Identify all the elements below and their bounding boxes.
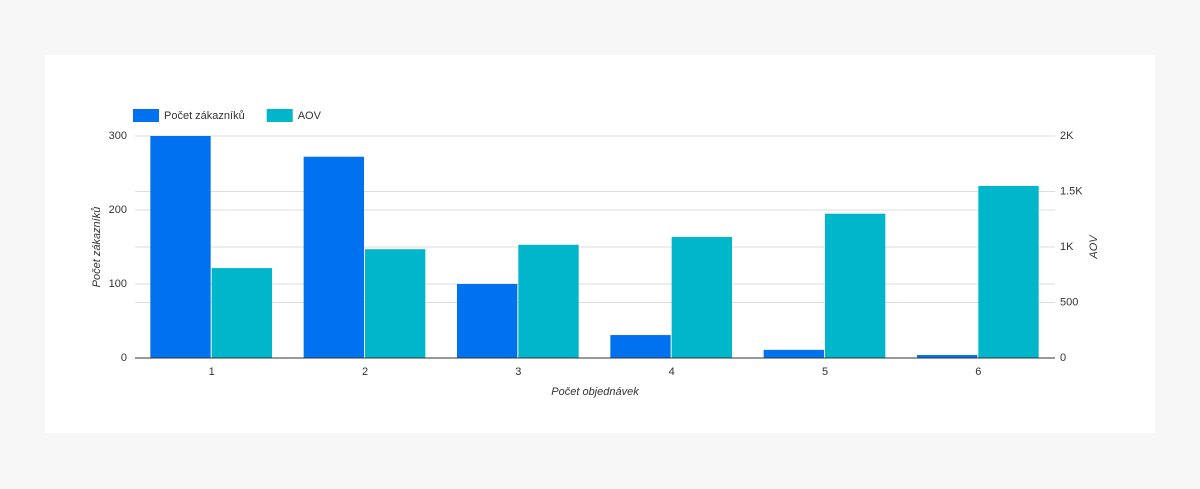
legend-swatch [133,109,159,122]
x-tick-label: 5 [822,366,828,378]
bar [518,244,579,358]
bar [671,237,732,358]
legend-label: AOV [298,110,322,122]
y2-tick-label: 1K [1060,241,1074,253]
y-axis-title: Počet zákazníků [91,207,103,288]
bar [303,156,364,358]
bar [150,136,211,358]
x-tick-label: 1 [209,366,215,378]
x-tick-label: 2 [362,366,368,378]
bar [365,249,426,358]
y2-tick-label: 0 [1060,352,1066,364]
bar [211,268,272,358]
card [45,55,1155,433]
legend-label: Počet zákazníků [164,110,245,122]
y-tick-label: 300 [109,130,127,142]
bar [457,284,518,358]
y2-axis-title: AOV [1088,234,1100,260]
y2-tick-label: 500 [1060,296,1078,308]
x-tick-label: 6 [975,366,981,378]
bar [917,355,978,358]
y2-tick-label: 2K [1060,130,1074,142]
y-tick-label: 0 [121,352,127,364]
bar [610,335,671,358]
y-tick-label: 200 [109,204,127,216]
bar [978,185,1039,358]
y2-tick-label: 1.5K [1060,185,1083,197]
legend-swatch [266,109,293,122]
bar [825,213,886,358]
y-tick-label: 100 [109,278,127,290]
x-tick-label: 4 [669,366,675,378]
x-axis-title: Počet objednávek [551,386,639,398]
bar [763,349,824,358]
x-tick-label: 3 [515,366,521,378]
